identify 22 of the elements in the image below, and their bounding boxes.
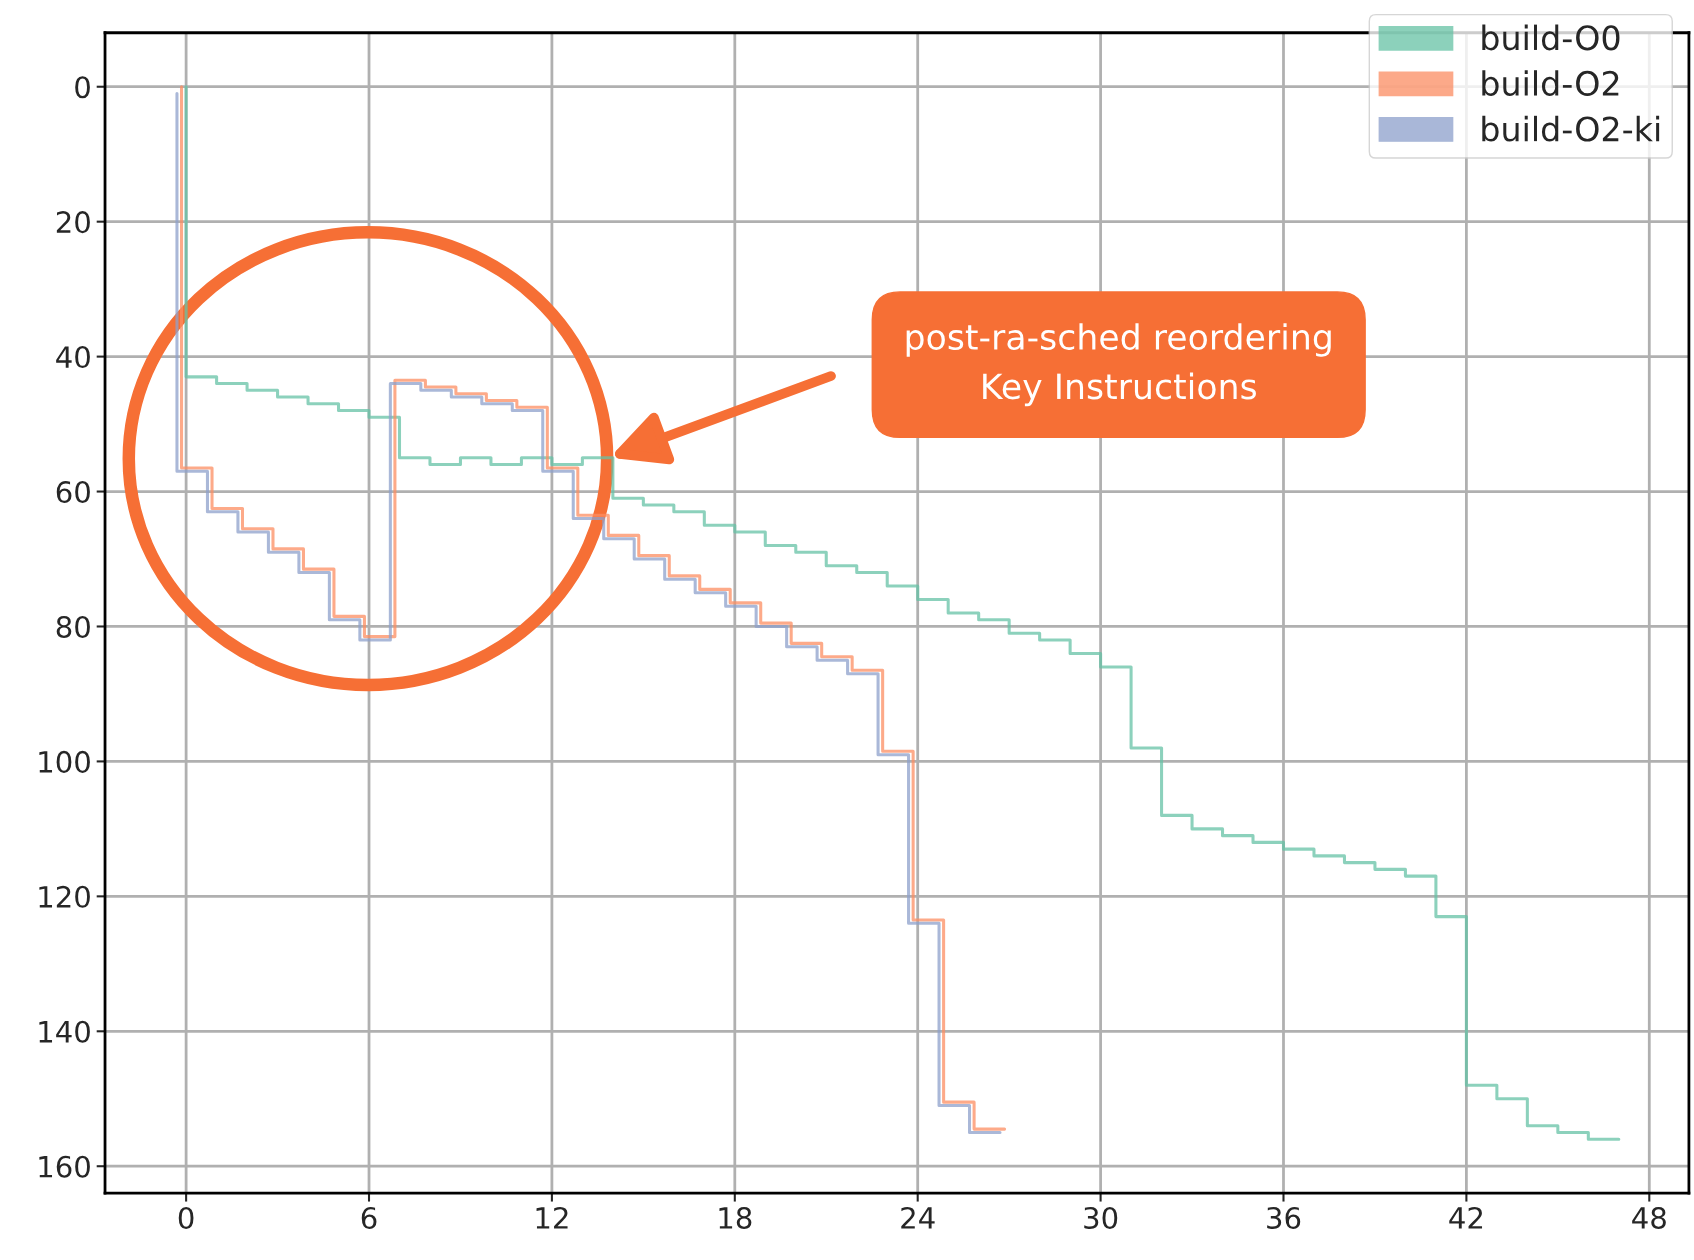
x-tick-label: 6	[361, 1206, 377, 1229]
legend-label: build-O0	[1482, 24, 1620, 51]
y-tick-label: 80	[56, 615, 90, 638]
annotation: post-ra-sched reordering Key Instructions	[906, 323, 1331, 407]
y-tick-label: 40	[56, 346, 90, 369]
legend-label: build-O2-ki	[1482, 115, 1660, 142]
x-tick-label: 30	[1084, 1206, 1118, 1229]
x-tick-label: 42	[1449, 1206, 1483, 1229]
y-tick-label: 60	[56, 480, 90, 504]
x-tick-label: 24	[901, 1206, 935, 1229]
y-tick-label: 0	[75, 76, 90, 99]
y-tick-label: 20	[56, 211, 90, 234]
x-tick-label: 36	[1267, 1206, 1301, 1229]
x-tick-label: 18	[719, 1206, 752, 1229]
x-tick-label: 48	[1632, 1206, 1666, 1229]
x-tick-label: 12	[536, 1206, 568, 1229]
y-tick-label: 140	[39, 1020, 90, 1043]
y-tick-label: 160	[39, 1155, 90, 1178]
legend-label: build-O2	[1482, 70, 1619, 97]
x-tick-label: 0	[178, 1206, 194, 1229]
y-tick-label: 120	[39, 885, 90, 908]
y-tick-label: 100	[39, 750, 90, 773]
